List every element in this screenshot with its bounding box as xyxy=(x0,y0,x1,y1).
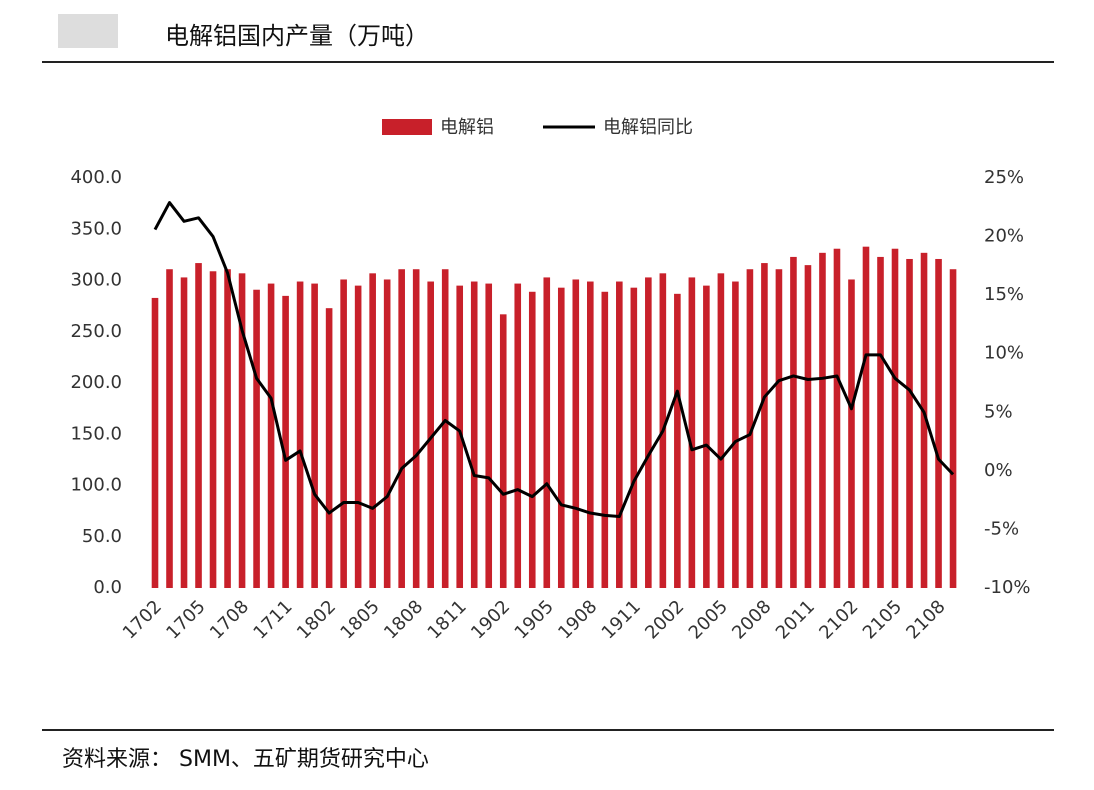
y-tick-label: 400.0 xyxy=(70,167,122,188)
y2-tick-label: 10% xyxy=(984,343,1024,364)
x-tick-label: 2002 xyxy=(641,596,688,643)
y2-tick-label: 25% xyxy=(984,167,1024,188)
bar xyxy=(775,269,783,588)
bar xyxy=(340,279,347,588)
bar xyxy=(412,269,420,588)
bar xyxy=(441,269,449,588)
bar xyxy=(499,314,507,588)
x-tick-label: 1805 xyxy=(336,596,383,643)
bar xyxy=(862,246,870,589)
y-tick-label: 250.0 xyxy=(70,321,122,342)
x-tick-label: 1708 xyxy=(206,596,253,643)
x-tick-label: 1802 xyxy=(293,596,340,643)
x-tick-label: 2005 xyxy=(685,596,732,643)
bar xyxy=(427,281,434,588)
bar xyxy=(369,273,376,588)
bar xyxy=(746,269,754,588)
bar xyxy=(848,279,855,588)
x-tick-label: 1808 xyxy=(380,596,427,643)
source-note: 资料来源： SMM、五矿期货研究中心 xyxy=(62,747,429,772)
line xyxy=(153,201,955,519)
bar xyxy=(470,281,478,588)
legend-label: 电解铝同比 xyxy=(603,117,693,138)
bar xyxy=(238,273,246,588)
y-tick-label: 350.0 xyxy=(70,218,122,239)
bar xyxy=(891,248,899,588)
bar xyxy=(325,308,333,588)
y2-tick-label: 15% xyxy=(984,284,1024,305)
bar xyxy=(790,256,797,588)
x-tick-label: 2105 xyxy=(859,596,906,643)
bar xyxy=(935,258,942,588)
x-tick-label: 1902 xyxy=(467,596,514,643)
bar xyxy=(804,265,812,588)
bar xyxy=(557,287,565,588)
x-tick-label: 2108 xyxy=(902,596,949,643)
bar xyxy=(906,258,913,588)
bar xyxy=(456,285,464,588)
y-tick-label: 0.0 xyxy=(93,577,122,598)
x-tick-label: 1811 xyxy=(424,596,471,643)
x-tick-label: 1705 xyxy=(162,596,209,643)
bar xyxy=(877,256,884,588)
x-tick-label: 1702 xyxy=(119,596,166,643)
bar xyxy=(732,281,739,588)
bar xyxy=(311,283,318,588)
logo-placeholder xyxy=(58,14,118,48)
x-tick-label: 2011 xyxy=(772,596,819,643)
chart-title: 电解铝国内产量（万吨） xyxy=(165,22,429,50)
x-tick-label: 1905 xyxy=(511,596,558,643)
bar xyxy=(616,281,623,588)
y2-tick-label: -5% xyxy=(984,518,1019,539)
bar xyxy=(166,269,173,588)
y-tick-label: 50.0 xyxy=(82,526,122,547)
bar xyxy=(949,269,957,588)
bar xyxy=(282,295,289,588)
bar xyxy=(209,271,217,588)
x-tick-label: 1911 xyxy=(598,596,645,643)
bar xyxy=(761,263,768,588)
legend-label: 电解铝 xyxy=(440,117,494,138)
bar xyxy=(398,269,405,588)
bar xyxy=(253,289,260,588)
y-tick-label: 100.0 xyxy=(70,475,122,496)
bar xyxy=(920,252,928,588)
bar xyxy=(543,277,551,588)
bar xyxy=(688,277,696,588)
x-tick-label: 2008 xyxy=(728,596,775,643)
bar xyxy=(587,281,594,588)
y2-tick-label: -10% xyxy=(984,577,1031,598)
bar xyxy=(645,277,652,588)
y-tick-label: 150.0 xyxy=(70,423,122,444)
x-tick-label: 1908 xyxy=(554,596,601,643)
bar xyxy=(601,291,609,588)
bar xyxy=(224,269,231,588)
y-tick-label: 200.0 xyxy=(70,372,122,393)
bar xyxy=(674,293,681,588)
x-tick-label: 1711 xyxy=(249,596,296,643)
bar xyxy=(630,287,638,588)
bar xyxy=(703,285,710,588)
y-tick-label: 300.0 xyxy=(70,270,122,291)
x-tick-label: 2102 xyxy=(815,596,862,643)
bar xyxy=(717,273,725,588)
bar xyxy=(572,279,580,588)
bar xyxy=(514,283,522,588)
bar xyxy=(819,252,826,588)
bar xyxy=(354,285,362,588)
y2-tick-label: 5% xyxy=(984,401,1013,422)
bar xyxy=(195,263,202,588)
y2-tick-label: 0% xyxy=(984,460,1013,481)
y2-tick-label: 20% xyxy=(984,226,1024,247)
bar xyxy=(485,283,493,588)
bar xyxy=(267,283,275,588)
bar xyxy=(151,297,159,588)
bar xyxy=(383,279,391,588)
bar xyxy=(296,281,304,588)
bar xyxy=(180,277,188,588)
bar xyxy=(528,291,536,588)
bar xyxy=(833,248,841,588)
legend-swatch xyxy=(382,119,432,135)
